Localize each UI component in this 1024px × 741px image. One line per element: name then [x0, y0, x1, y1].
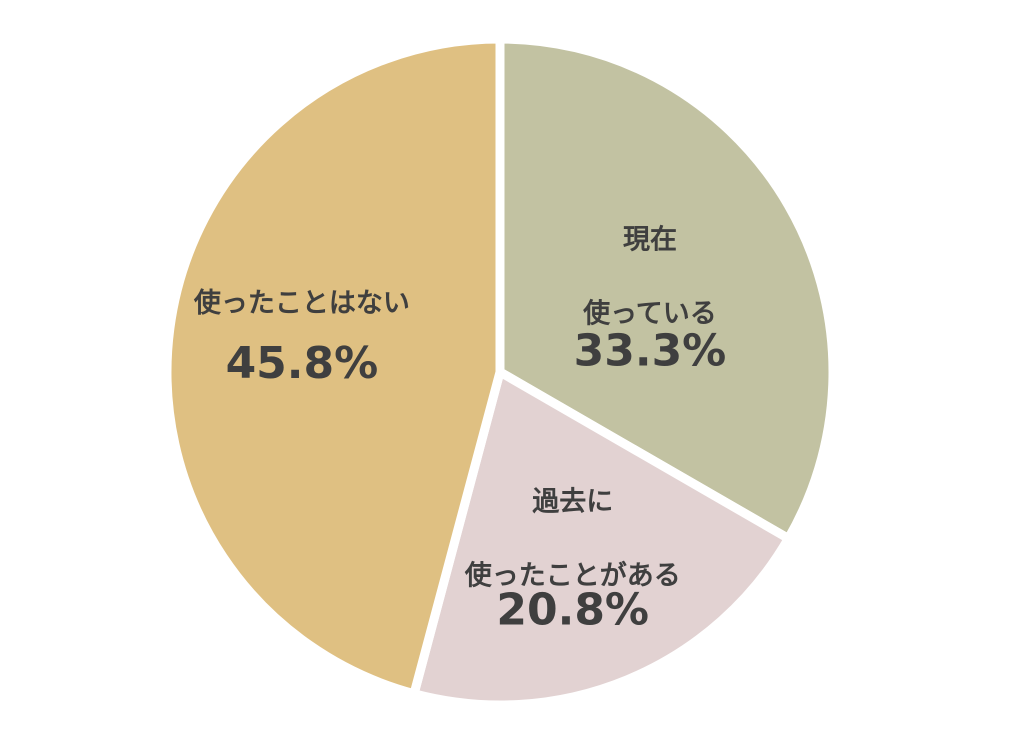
slice-1-label-line-1: 使ったことがある [464, 559, 681, 591]
slice-2-label-line-0: 使ったことはない [193, 288, 410, 319]
slice-2-value-label: 45.8% [226, 338, 379, 389]
pie-slices [162, 34, 838, 710]
slice-0-label-line-1: 使っている [582, 298, 717, 329]
slice-1-label-line-0: 過去に [532, 486, 613, 517]
slice-0-value-label: 33.3% [574, 325, 727, 376]
pie-slice-1 [408, 365, 795, 710]
slice-0-label-line-0: 現在 [623, 224, 677, 255]
pie-slice-2 [162, 34, 505, 700]
slice-1-value-label: 20.8% [496, 584, 649, 635]
pie-slice-0 [495, 34, 838, 545]
